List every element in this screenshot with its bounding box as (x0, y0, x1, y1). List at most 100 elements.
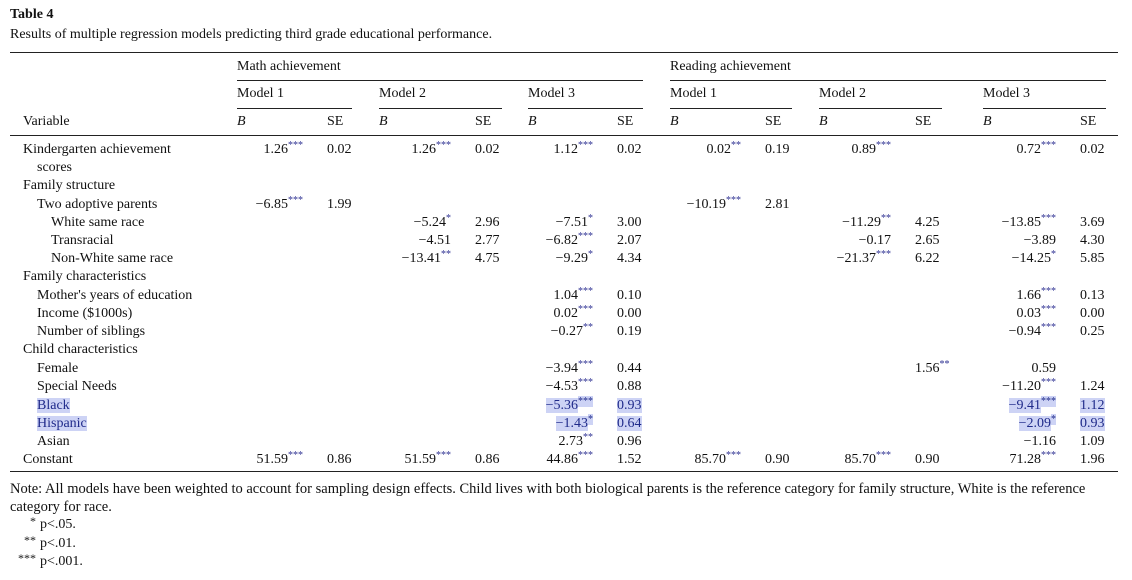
row-label: Black (37, 397, 70, 415)
coefficient-cell: −1.43* (555, 414, 593, 433)
row-label: Number of siblings (37, 323, 145, 341)
coefficient-cell: −1.16 (1024, 433, 1056, 451)
coefficient: 1.66 (1016, 288, 1042, 303)
cell-value: 4.25 (915, 215, 940, 230)
significance: * (1051, 249, 1056, 260)
group-rule (237, 80, 643, 81)
cell-value: 0.00 (617, 306, 642, 321)
se-cell: 2.77 (475, 232, 500, 250)
cell-value: 0.10 (617, 288, 642, 303)
cell-value: 1.99 (327, 197, 352, 212)
coefficient-cell: −6.85*** (256, 196, 303, 214)
coefficient: −21.37 (836, 251, 876, 266)
cell-value: 0.13 (1080, 288, 1105, 303)
se-cell: 0.88 (617, 378, 642, 396)
coefficient-cell: 1.26*** (412, 141, 452, 159)
cell-value: 3.69 (1080, 215, 1105, 230)
cell-value: 1.52 (617, 452, 642, 467)
significance: * (588, 249, 593, 260)
footnote-mark: * (30, 514, 36, 528)
significance: *** (1041, 396, 1056, 407)
significance: ** (583, 322, 593, 333)
coefficient: −5.36 (545, 398, 578, 413)
significance: ** (583, 432, 593, 443)
column-header: SE (327, 114, 344, 129)
column-header: B (819, 114, 828, 129)
column-header: SE (1080, 114, 1097, 129)
se-cell: 0.02 (1080, 141, 1105, 159)
se-cell: 2.07 (617, 232, 642, 250)
coefficient: 51.59 (404, 452, 437, 467)
significance: *** (876, 140, 891, 151)
se-cell: 0.19 (765, 141, 790, 159)
significance: *** (1041, 304, 1056, 315)
coefficient: −3.94 (545, 361, 578, 376)
cell-value: 4.34 (617, 251, 642, 266)
se-cell: 0.00 (617, 305, 642, 323)
coefficient-cell: −5.24* (414, 214, 451, 232)
cell-value: 1.09 (1080, 434, 1105, 449)
coefficient: −1.43 (555, 416, 588, 431)
coefficient: 2.73 (558, 434, 584, 449)
coefficient-cell: −11.20*** (1002, 378, 1056, 396)
se-cell: 3.69 (1080, 214, 1105, 232)
coefficient: 0.89 (851, 142, 877, 157)
table-note: Note: All models have been weighted to a… (10, 481, 1086, 515)
coefficient-cell: 1.26*** (264, 141, 304, 159)
se-cell: 4.75 (475, 250, 500, 268)
coefficient-cell: 0.72*** (1017, 141, 1057, 159)
coefficient-cell: 44.86*** (547, 451, 594, 469)
row-label: Non-White same race (51, 250, 173, 268)
column-header: SE (915, 114, 932, 129)
se-cell: 1.09 (1080, 433, 1105, 451)
se-cell: 0.96 (617, 433, 642, 451)
row-label: Family characteristics (23, 268, 146, 286)
coefficient-cell: −13.85*** (1002, 214, 1056, 232)
coefficient: 85.70 (694, 452, 727, 467)
column-header: B (983, 114, 992, 129)
column-header: SE (475, 114, 492, 129)
row-label-text: Kindergarten achievement scores (23, 142, 171, 175)
model-header: Model 3 (983, 86, 1031, 101)
coefficient-cell: −14.25* (1012, 250, 1056, 268)
coefficient: 1.04 (553, 288, 579, 303)
footnote-text: p<.01. (40, 535, 76, 551)
row-label: Special Needs (37, 378, 117, 396)
coefficient: −7.51 (555, 215, 588, 230)
se-cell: 0.90 (765, 451, 790, 469)
coefficient: −5.24 (413, 215, 446, 230)
coefficient: 1.26 (411, 142, 437, 157)
se-cell: 0.19 (617, 323, 642, 341)
column-header: SE (765, 114, 782, 129)
cell-value: −4.51 (418, 233, 451, 248)
coefficient-cell: −4.51 (419, 232, 451, 250)
se-cell: 0.25 (1080, 323, 1105, 341)
model-rule (819, 108, 942, 109)
cell-value: 0.00 (1080, 306, 1105, 321)
coefficient: 0.02 (553, 306, 579, 321)
coefficient: −0.27 (550, 324, 583, 339)
cell-value: 0.44 (617, 361, 642, 376)
se-cell: 0.93 (1080, 415, 1105, 433)
row-label-text: Asian (37, 434, 70, 449)
cell-value: 2.07 (617, 233, 642, 248)
cell-value: 0.59 (1031, 361, 1057, 376)
cell-value: 4.30 (1080, 233, 1105, 248)
se-cell: 1.56** (915, 360, 950, 378)
row-label-text: Hispanic (37, 416, 87, 431)
se-cell: 0.13 (1080, 287, 1105, 305)
row-label: Asian (37, 433, 70, 451)
cell-value: 2.81 (765, 197, 790, 212)
row-label: Mother's years of education (37, 287, 192, 305)
significance: ** (881, 213, 891, 224)
row-label: Two adoptive parents (37, 196, 157, 214)
significance: ** (731, 140, 741, 151)
coefficient-cell: 0.02** (707, 141, 742, 159)
significance: *** (726, 450, 741, 461)
table-title: Table 4 (10, 7, 54, 22)
header-rule (10, 135, 1118, 136)
se-cell: 1.52 (617, 451, 642, 469)
coefficient: 1.12 (553, 142, 579, 157)
significance: ** (441, 249, 451, 260)
significance: *** (1041, 322, 1056, 333)
